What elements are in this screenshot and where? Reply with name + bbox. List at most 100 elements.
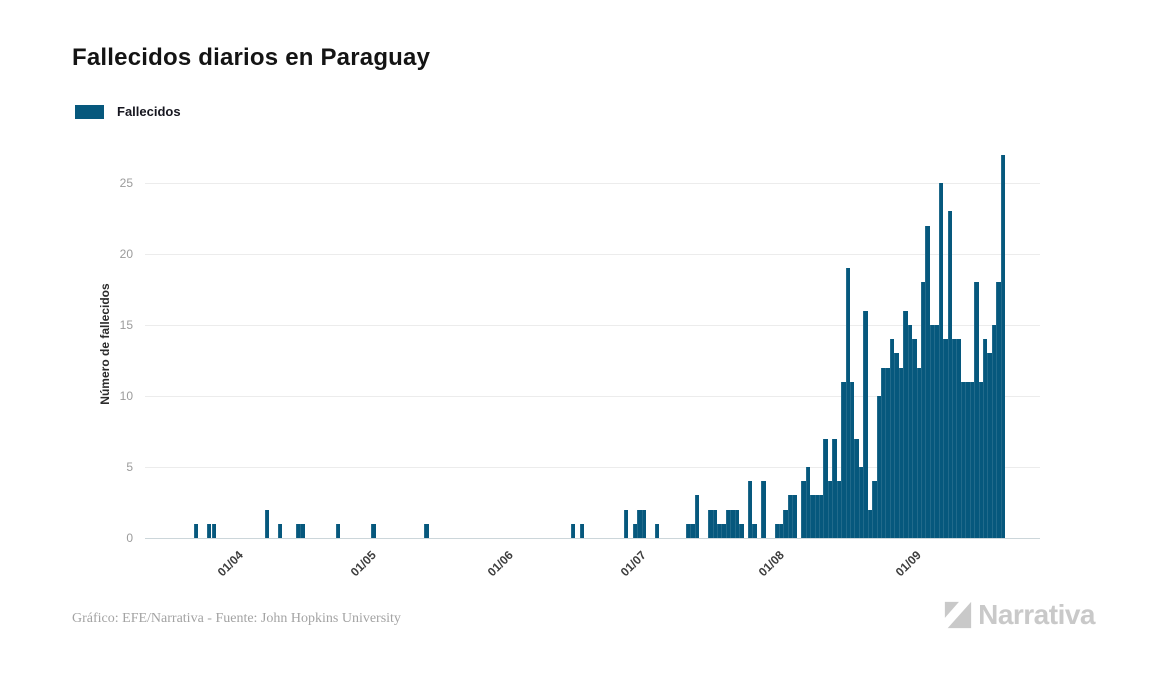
bar <box>885 367 890 538</box>
bar <box>841 381 846 538</box>
bar <box>818 495 824 538</box>
bar <box>787 495 793 538</box>
bar <box>748 481 753 538</box>
bar <box>632 523 638 538</box>
footer-credit: Gráfico: EFE/Narrativa - Fuente: John Ho… <box>72 611 401 626</box>
y-tick-label: 15 <box>119 318 133 332</box>
bar <box>960 381 966 538</box>
y-grid-line <box>145 467 1040 468</box>
bar <box>907 325 913 538</box>
y-tick-label: 5 <box>126 460 133 474</box>
bar <box>207 523 212 538</box>
y-tick-label: 10 <box>119 389 133 403</box>
bar <box>424 523 429 538</box>
narrativa-logo: Narrativa <box>943 599 1095 631</box>
bar <box>836 481 842 538</box>
bar <box>637 509 642 538</box>
legend-label: Fallecidos <box>117 104 181 119</box>
bar <box>730 509 735 538</box>
x-tick-label: 01/04 <box>214 548 246 580</box>
bar <box>912 339 917 538</box>
y-grid-line <box>145 538 1040 539</box>
bar <box>300 523 305 538</box>
bar <box>761 481 766 538</box>
bar <box>805 467 811 538</box>
narrativa-logo-text: Narrativa <box>978 599 1095 630</box>
bar <box>920 282 926 538</box>
legend-swatch-icon <box>75 104 104 119</box>
bar <box>783 509 788 538</box>
y-grid-line <box>145 396 1040 397</box>
x-tick-label: 01/07 <box>618 548 650 580</box>
bar <box>889 339 895 538</box>
narrativa-n-icon <box>944 601 972 629</box>
bar <box>211 523 216 538</box>
bar <box>956 339 961 538</box>
bar <box>716 523 722 538</box>
y-grid-line <box>145 325 1040 326</box>
bar <box>881 367 886 538</box>
bar <box>295 523 301 538</box>
bar <box>801 481 806 538</box>
bar <box>623 509 629 538</box>
bar <box>965 381 970 538</box>
bar <box>823 438 828 538</box>
bar <box>371 523 376 538</box>
bar <box>827 481 833 538</box>
bar <box>193 523 199 538</box>
bar <box>867 509 873 538</box>
bar <box>894 353 899 538</box>
bar <box>278 523 283 538</box>
y-tick-label: 25 <box>119 176 133 190</box>
bar <box>978 381 983 538</box>
bar <box>725 509 731 538</box>
x-tick-label: 01/09 <box>893 548 925 580</box>
bar <box>814 495 819 538</box>
y-grid-line <box>145 183 1040 184</box>
bar <box>876 396 882 538</box>
bar <box>685 523 691 538</box>
bar <box>779 523 784 538</box>
bar <box>996 282 1001 538</box>
bar <box>903 310 908 538</box>
bar <box>752 523 757 538</box>
bar <box>850 381 855 538</box>
bar <box>943 339 948 538</box>
bar <box>721 523 726 538</box>
bar <box>1000 154 1006 538</box>
bar <box>774 523 780 538</box>
y-grid-line <box>145 254 1040 255</box>
y-tick-label: 0 <box>126 531 133 545</box>
x-tick-label: 01/08 <box>755 548 787 580</box>
bar <box>987 353 992 538</box>
bar <box>863 310 868 538</box>
bar <box>792 495 797 538</box>
bar <box>929 325 935 538</box>
bar <box>858 467 864 538</box>
y-tick-label: 20 <box>119 247 133 261</box>
bar <box>845 268 850 538</box>
bar <box>916 367 921 538</box>
bar <box>654 523 660 538</box>
bars-container <box>145 145 1040 538</box>
bar <box>898 367 904 538</box>
bar <box>810 495 815 538</box>
bar <box>969 381 975 538</box>
bar <box>832 438 837 538</box>
bar <box>991 325 997 538</box>
chart-title: Fallecidos diarios en Paraguay <box>72 44 431 71</box>
x-tick-label: 01/05 <box>347 548 379 580</box>
bar <box>854 438 859 538</box>
bar <box>983 339 988 538</box>
bar <box>974 282 979 538</box>
bar <box>712 509 717 538</box>
bar <box>947 211 952 538</box>
bar <box>579 523 584 538</box>
x-tick-label: 01/06 <box>485 548 517 580</box>
bar <box>708 509 713 538</box>
bar <box>734 509 740 538</box>
bar <box>335 523 341 538</box>
bar <box>872 481 877 538</box>
